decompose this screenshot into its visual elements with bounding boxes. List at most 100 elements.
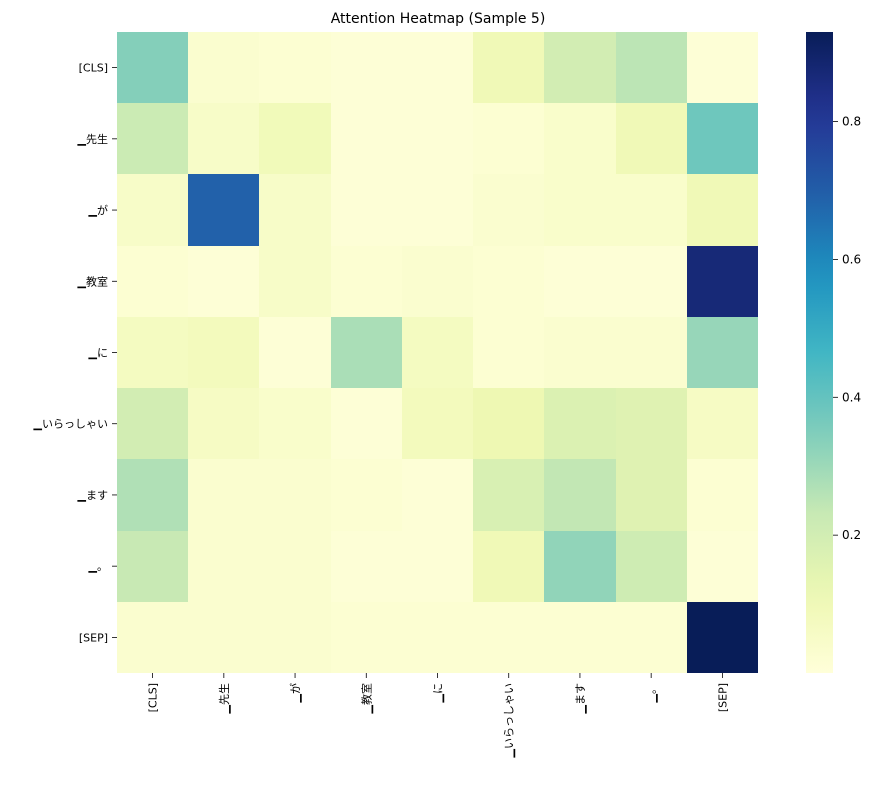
- heatmap-cell-0-6: [544, 32, 616, 103]
- heatmap-cell-2-2: [259, 174, 331, 246]
- heatmap-cell-1-5: [473, 103, 544, 174]
- heatmap-cell-2-5: [473, 174, 544, 246]
- heatmap-cell-7-6: [544, 531, 616, 602]
- y-axis: [CLS] ▁先生 ▁が ▁教室 ▁に ▁いらっしゃい ▁ます ▁。 [SEP]: [33, 62, 117, 644]
- heatmap-cell-8-7: [616, 602, 687, 673]
- heatmap-cell-5-2: [259, 388, 331, 459]
- x-tick-label: [CLS]: [147, 683, 160, 712]
- heatmap-cells: [117, 32, 758, 673]
- heatmap-cell-5-0: [117, 388, 188, 459]
- heatmap-cell-5-8: [687, 388, 758, 459]
- heatmap-cell-4-0: [117, 317, 188, 388]
- x-tick-label: ▁先生: [217, 683, 231, 714]
- heatmap-cell-6-1: [188, 459, 259, 531]
- heatmap-cell-4-4: [402, 317, 473, 388]
- heatmap-cell-8-1: [188, 602, 259, 673]
- heatmap-cell-4-5: [473, 317, 544, 388]
- heatmap-cell-7-8: [687, 531, 758, 602]
- heatmap-cell-2-0: [117, 174, 188, 246]
- heatmap-cell-1-7: [616, 103, 687, 174]
- heatmap-cell-6-0: [117, 459, 188, 531]
- colorbar-ticks: 0.2 0.4 0.6 0.8: [833, 115, 861, 542]
- heatmap-cell-5-5: [473, 388, 544, 459]
- y-tick-label: ▁いらっしゃい: [33, 418, 108, 431]
- heatmap-cell-0-2: [259, 32, 331, 103]
- heatmap-cell-3-2: [259, 246, 331, 317]
- heatmap-cell-7-5: [473, 531, 544, 602]
- heatmap-cell-6-6: [544, 459, 616, 531]
- heatmap-cell-1-4: [402, 103, 473, 174]
- heatmap-cell-8-2: [259, 602, 331, 673]
- heatmap-cell-5-3: [331, 388, 402, 459]
- heatmap-cell-5-1: [188, 388, 259, 459]
- heatmap-cell-2-1: [188, 174, 259, 246]
- x-tick-label: ▁が: [288, 683, 302, 703]
- heatmap-cell-7-3: [331, 531, 402, 602]
- colorbar-tick-label: 0.4: [842, 390, 861, 404]
- y-tick-label: [SEP]: [79, 631, 108, 644]
- heatmap-cell-3-3: [331, 246, 402, 317]
- heatmap-cell-2-6: [544, 174, 616, 246]
- heatmap-cell-1-2: [259, 103, 331, 174]
- heatmap-cell-6-4: [402, 459, 473, 531]
- heatmap-cell-3-1: [188, 246, 259, 317]
- heatmap-cell-2-4: [402, 174, 473, 246]
- heatmap-cell-3-6: [544, 246, 616, 317]
- y-tick-label: ▁に: [88, 347, 108, 360]
- x-tick-label: ▁に: [432, 683, 445, 703]
- x-tick-label: ▁教室: [359, 683, 373, 714]
- heatmap-cell-3-7: [616, 246, 687, 317]
- heatmap-cell-4-3: [331, 317, 402, 388]
- heatmap-cell-1-3: [331, 103, 402, 174]
- heatmap-cell-2-8: [687, 174, 758, 246]
- heatmap-cell-0-3: [331, 32, 402, 103]
- y-tick-label: ▁教室: [77, 274, 108, 288]
- heatmap-cell-4-2: [259, 317, 331, 388]
- x-tick-label: [SEP]: [716, 683, 729, 712]
- heatmap-cell-7-0: [117, 531, 188, 602]
- heatmap-cell-6-7: [616, 459, 687, 531]
- heatmap-cell-8-5: [473, 602, 544, 673]
- heatmap-cell-6-2: [259, 459, 331, 531]
- heatmap-cell-6-8: [687, 459, 758, 531]
- heatmap-cell-0-1: [188, 32, 259, 103]
- y-tick-label: [CLS]: [79, 62, 108, 75]
- heatmap-cell-2-3: [331, 174, 402, 246]
- colorbar-tick-label: 0.2: [842, 528, 861, 542]
- x-tick-label: ▁いらっしゃい: [503, 683, 516, 758]
- y-tick-label: ▁先生: [77, 132, 108, 146]
- y-tick-label: ▁。: [88, 560, 108, 573]
- heatmap-cell-7-2: [259, 531, 331, 602]
- heatmap-cell-3-8: [687, 246, 758, 317]
- heatmap-cell-1-8: [687, 103, 758, 174]
- heatmap-cell-3-5: [473, 246, 544, 317]
- chart-title: Attention Heatmap (Sample 5): [331, 11, 546, 27]
- heatmap-cell-0-0: [117, 32, 188, 103]
- heatmap-cell-8-4: [402, 602, 473, 673]
- heatmap-cell-3-4: [402, 246, 473, 317]
- heatmap-cell-0-5: [473, 32, 544, 103]
- colorbar-tick-label: 0.8: [842, 115, 861, 129]
- heatmap-cell-8-6: [544, 602, 616, 673]
- heatmap-cell-1-0: [117, 103, 188, 174]
- heatmap-cell-1-6: [544, 103, 616, 174]
- heatmap-cell-3-0: [117, 246, 188, 317]
- colorbar: [806, 32, 833, 673]
- heatmap-cell-4-1: [188, 317, 259, 388]
- heatmap-cell-7-4: [402, 531, 473, 602]
- heatmap-cell-6-5: [473, 459, 544, 531]
- heatmap-cell-0-8: [687, 32, 758, 103]
- x-tick-label: ▁。: [645, 683, 658, 703]
- heatmap-cell-5-7: [616, 388, 687, 459]
- heatmap-cell-5-6: [544, 388, 616, 459]
- y-tick-label: ▁が: [88, 203, 108, 217]
- y-tick-label: ▁ます: [77, 489, 108, 502]
- heatmap-cell-0-4: [402, 32, 473, 103]
- colorbar-tick-label: 0.6: [842, 252, 861, 266]
- heatmap-cell-2-7: [616, 174, 687, 246]
- heatmap-cell-8-8: [687, 602, 758, 673]
- heatmap-cell-4-7: [616, 317, 687, 388]
- heatmap-cell-4-8: [687, 317, 758, 388]
- heatmap-cell-1-1: [188, 103, 259, 174]
